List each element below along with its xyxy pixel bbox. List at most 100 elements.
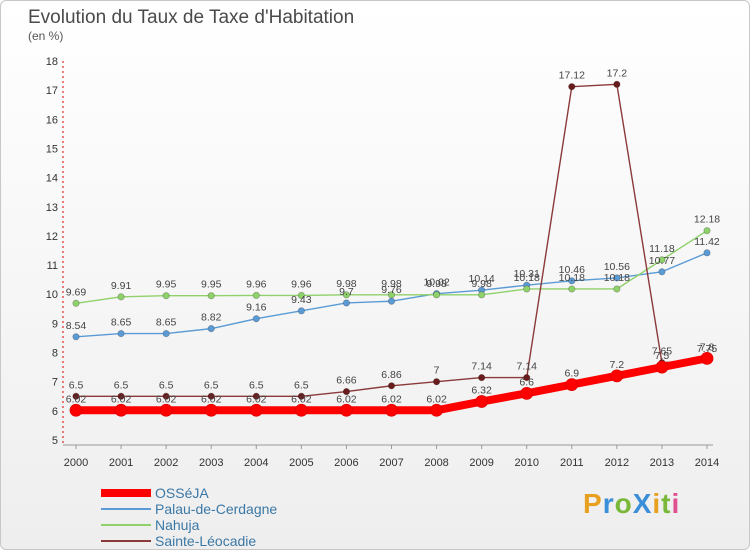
legend-label: OSSéJA (155, 485, 209, 501)
series-point-1 (385, 403, 398, 417)
series-point-3 (523, 285, 531, 293)
data-label: 11.42 (694, 236, 720, 248)
data-label: 6.02 (246, 393, 267, 405)
series-point-1 (520, 386, 534, 400)
data-label: 6.66 (336, 375, 357, 387)
y-tick-label: 10 (46, 289, 58, 301)
x-tick-label: 2009 (469, 457, 493, 469)
data-label: 6.32 (471, 385, 492, 397)
series-point-2 (658, 268, 666, 276)
data-label: 6.02 (201, 393, 222, 405)
series-point-4 (342, 388, 351, 396)
data-label: 7.2 (610, 359, 625, 371)
legend-swatch (101, 489, 151, 497)
series-point-3 (162, 292, 170, 300)
series-point-1 (114, 403, 128, 417)
legend-swatch (101, 508, 151, 510)
data-label: 10.14 (469, 273, 495, 285)
x-tick-label: 2014 (695, 457, 719, 469)
x-tick-label: 2002 (154, 457, 178, 469)
data-label: 9.16 (246, 302, 267, 314)
data-label: 8.54 (66, 320, 87, 332)
data-label: 10.18 (514, 272, 540, 284)
data-label: 6.02 (156, 393, 177, 405)
legend-label: Nahuja (155, 517, 200, 533)
series-point-1 (340, 403, 353, 417)
data-label: 7.75 (697, 343, 718, 355)
legend-item: Palau-de-Cerdagne (101, 501, 361, 517)
series-point-4 (432, 378, 441, 386)
legend-item: Sainte-Léocadie (101, 533, 361, 549)
series-point-4 (568, 83, 576, 91)
logo-letter: P (583, 488, 603, 519)
series-point-2 (613, 274, 621, 282)
chart-legend: OSSéJA Palau-de-Cerdagne Nahuja Sainte-Léoc… (101, 485, 361, 549)
series-point-4 (117, 392, 125, 400)
series-point-3 (252, 291, 260, 299)
series-line-4 (76, 83, 708, 397)
x-tick-label: 2008 (424, 457, 448, 469)
series-point-2 (117, 329, 125, 338)
series-point-4 (252, 392, 260, 400)
data-label: 6.5 (249, 379, 264, 391)
series-point-1 (565, 378, 579, 392)
legend-label: Sainte-Léocadie (155, 533, 257, 549)
data-label: 6.02 (426, 393, 447, 405)
series-point-3 (342, 291, 351, 299)
data-label: 10.77 (649, 255, 675, 267)
series-point-4 (297, 392, 305, 400)
data-label: 10.46 (559, 264, 585, 276)
series-point-3 (207, 292, 215, 300)
data-label: 9.95 (201, 279, 222, 291)
data-label: 6.9 (564, 368, 579, 380)
series-point-2 (297, 307, 305, 315)
x-tick-label: 2000 (64, 457, 88, 469)
data-label: 7.5 (655, 350, 670, 362)
series-point-1 (475, 395, 489, 408)
series-point-3 (568, 285, 576, 293)
data-label: 6.86 (381, 369, 402, 381)
data-label: 10.31 (514, 268, 540, 280)
series-point-1 (249, 403, 263, 417)
data-label: 9.98 (426, 278, 447, 290)
y-tick-label: 15 (46, 143, 58, 155)
data-label: 8.82 (201, 312, 222, 324)
series-point-1 (69, 403, 83, 417)
legend-swatch (101, 540, 151, 542)
x-tick-label: 2007 (379, 457, 403, 469)
series-point-1 (159, 403, 173, 417)
data-label: 6.5 (114, 379, 129, 391)
data-label: 6.5 (69, 379, 84, 391)
y-tick-label: 13 (46, 202, 58, 214)
y-tick-label: 14 (46, 173, 58, 185)
data-label: 7.8 (700, 341, 715, 353)
data-label: 10.18 (559, 272, 585, 284)
data-label: 6.5 (159, 379, 174, 391)
legend-label: Palau-de-Cerdagne (155, 501, 278, 517)
x-tick-label: 2004 (244, 457, 268, 469)
series-point-1 (655, 360, 669, 374)
data-label: 6.6 (519, 376, 534, 388)
series-point-1 (700, 351, 714, 365)
data-label: 6.5 (294, 379, 309, 391)
series-point-4 (207, 392, 215, 400)
logo-letter: X (632, 488, 653, 519)
y-tick-label: 16 (46, 114, 58, 126)
x-tick-label: 2012 (605, 457, 629, 469)
data-label: 7.14 (516, 361, 537, 373)
data-label: 10.02 (423, 277, 449, 289)
series-point-3 (613, 285, 621, 293)
data-label: 17.12 (559, 70, 585, 82)
x-tick-label: 2001 (109, 457, 133, 469)
data-label: 10.18 (604, 272, 630, 284)
y-tick-label: 7 (52, 377, 58, 389)
series-point-4 (613, 80, 621, 88)
series-point-1 (204, 403, 218, 417)
data-label: 9.98 (471, 278, 492, 290)
series-point-3 (478, 291, 486, 299)
data-label: 9.7 (339, 286, 354, 298)
page-title: Evolution du Taux de Taxe d'Habitation (28, 7, 355, 28)
chart-subtitle: (en %) (28, 29, 64, 43)
x-tick-label: 2010 (514, 457, 538, 469)
